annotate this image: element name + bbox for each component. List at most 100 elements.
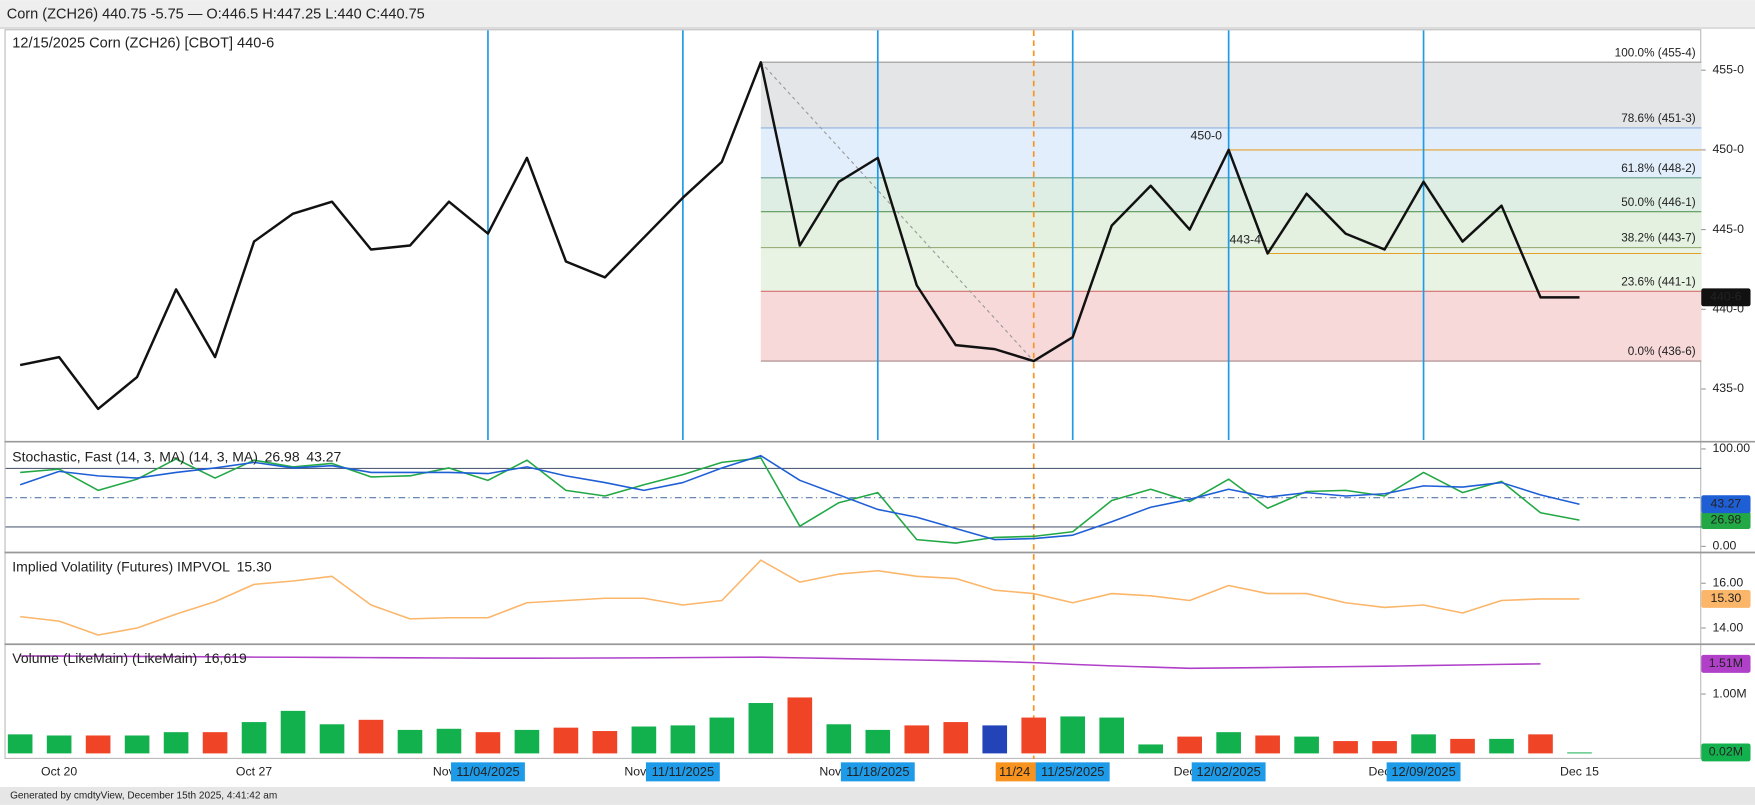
volume-bar — [1138, 744, 1163, 754]
volume-bar — [1099, 717, 1125, 754]
volume-bar — [553, 727, 579, 754]
event-date-label: 11/04/2025 — [456, 764, 519, 779]
current-value-label: 0.02M — [1709, 745, 1743, 759]
series-line — [20, 457, 1580, 544]
panel-title: Volume (LikeMain) (LikeMain) — [12, 650, 197, 666]
fib-label: 100.0% (455-4) — [1615, 46, 1696, 59]
event-date-label: 11/25/2025 — [1041, 764, 1104, 779]
volume-bar — [748, 703, 774, 754]
fib-label: 38.2% (443-7) — [1621, 232, 1696, 245]
event-date-box — [1191, 762, 1266, 782]
event-date-box — [451, 762, 525, 782]
highlight-date-label: 11/24 — [999, 764, 1030, 779]
series-line — [20, 559, 1580, 636]
series-line — [20, 655, 1541, 670]
volume-bar — [592, 731, 618, 754]
fib-label: 0.0% (436-6) — [1628, 345, 1696, 358]
highlight-date-box — [995, 762, 1036, 782]
event-date-box — [840, 762, 915, 782]
fib-label: 50.0% (446-1) — [1621, 196, 1696, 209]
y-tick-label: 455-0 — [1712, 62, 1744, 76]
volume-bar — [358, 719, 384, 754]
fib-trend-line — [760, 61, 1035, 362]
volume-bar — [631, 726, 657, 754]
fib-band — [760, 62, 1702, 128]
volume-bar — [1411, 734, 1436, 754]
volume-bar — [1255, 735, 1280, 754]
panel-title-value: 15.30 — [237, 558, 272, 574]
volume-bar — [1216, 732, 1241, 754]
header-bar — [0, 0, 1755, 29]
event-date-box — [645, 762, 720, 782]
fib-label: 61.8% (448-2) — [1621, 162, 1696, 175]
current-value-label: 43.27 — [1711, 496, 1742, 510]
fib-label: 23.6% (441-1) — [1621, 276, 1696, 289]
volume-bar — [163, 732, 189, 754]
volume-bar — [319, 724, 345, 754]
event-date-label: 12/09/2025 — [1391, 764, 1455, 779]
volume-bar — [397, 729, 423, 754]
volume-bar — [514, 729, 540, 754]
volume-bar — [826, 724, 852, 754]
fib-label: 78.6% (451-3) — [1621, 112, 1696, 125]
panel-title: Stochastic, Fast (14, 3, MA) (14, 3, MA) — [12, 449, 258, 465]
panel-title: Implied Volatility (Futures) IMPVOL — [12, 558, 230, 574]
current-value-label: 1.51M — [1709, 656, 1743, 670]
y-tick-label: 14.00 — [1712, 620, 1743, 634]
event-date-label: 12/02/2025 — [1196, 764, 1260, 779]
series-line — [19, 60, 1580, 411]
fib-band — [760, 247, 1702, 292]
volume-bar — [709, 717, 735, 754]
event-date-label: 11/18/2025 — [846, 764, 909, 779]
y-tick-label: 1.00M — [1712, 686, 1746, 700]
plot-border — [4, 29, 1702, 759]
horizontal-line-label: 443-4 — [1230, 232, 1262, 246]
volume-bar — [280, 710, 306, 754]
volume-bar — [1060, 716, 1086, 754]
chart-title: 12/15/2025 Corn (ZCH26) [CBOT] 440-6 — [12, 36, 274, 52]
current-value-label-box — [1701, 589, 1751, 608]
y-tick-label: 435-0 — [1712, 381, 1744, 395]
volume-bar — [943, 722, 969, 754]
event-date-label: 11/11/2025 — [652, 764, 714, 779]
current-value-label-box — [1701, 743, 1751, 762]
current-value-label: 440-6 — [1710, 290, 1742, 304]
volume-bar — [46, 735, 72, 754]
series-line — [19, 454, 1580, 541]
volume-bar — [1567, 752, 1592, 754]
volume-bar — [1372, 741, 1397, 754]
volume-bar — [904, 725, 930, 754]
y-tick-label: 100.00 — [1712, 441, 1750, 455]
y-tick-label: 450-0 — [1712, 142, 1744, 156]
volume-bar — [202, 732, 228, 754]
y-tick-label: 0.00 — [1712, 539, 1736, 553]
volume-bar — [787, 697, 813, 754]
current-value-label-box — [1701, 288, 1751, 307]
volume-bar — [7, 734, 33, 754]
event-date-box — [1035, 762, 1110, 782]
y-tick-label: 445-0 — [1712, 222, 1744, 236]
x-tick-label: Oct 27 — [236, 765, 272, 779]
current-value-label: 15.30 — [1711, 591, 1742, 605]
volume-bar — [475, 732, 501, 754]
current-value-label-box — [1701, 511, 1751, 530]
fib-band — [760, 177, 1702, 212]
x-tick-label: Dec 15 — [1560, 765, 1599, 779]
volume-bar — [1450, 738, 1475, 754]
current-value-label-box — [1701, 495, 1751, 514]
volume-bar — [85, 735, 111, 754]
volume-bar — [1177, 736, 1202, 754]
volume-bar — [436, 728, 462, 754]
volume-bar — [241, 722, 267, 754]
volume-bar — [1333, 741, 1358, 754]
header-quote: Corn (ZCH26) 440.75 -5.75 — O:446.5 H:44… — [7, 7, 425, 23]
volume-bar — [670, 725, 696, 754]
volume-bar — [124, 735, 150, 754]
fib-band — [760, 211, 1702, 248]
volume-bar — [1294, 736, 1319, 754]
volume-bar — [1489, 738, 1514, 754]
y-tick-label: 16.00 — [1712, 576, 1743, 590]
footer-bar — [0, 786, 1755, 805]
